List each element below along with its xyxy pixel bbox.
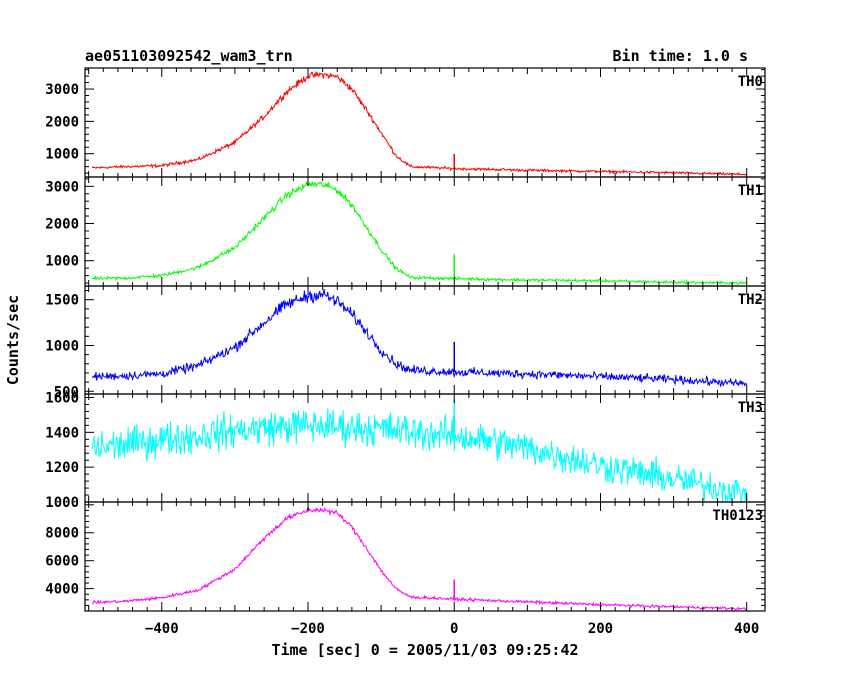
band-label-th0123: TH0123 xyxy=(712,508,763,524)
band-label-th1: TH1 xyxy=(738,183,763,199)
series-line-th2 xyxy=(91,289,748,388)
y-tick-label: 3000 xyxy=(45,82,79,98)
panel-frame xyxy=(84,67,766,178)
x-tick-label: 400 xyxy=(734,621,759,637)
panel-stack: 1000 2000 3000 TH0 1000 2000 3000 TH1 500 1000 150… xyxy=(45,67,766,612)
y-tick-label: 1000 xyxy=(45,338,79,354)
y-tick-label: 2000 xyxy=(45,217,79,233)
y-tick-label: 1000 xyxy=(45,495,79,511)
y-tick-label: 1500 xyxy=(45,293,79,309)
band-label-th0: TH0 xyxy=(738,74,763,90)
panel-th0: 1000 2000 3000 TH0 xyxy=(45,67,766,178)
series-line-th1 xyxy=(92,180,747,286)
series-line-th0123 xyxy=(91,506,748,611)
x-axis-label: Time [sec] 0 = 2005/11/03 09:25:42 xyxy=(271,641,578,659)
panel-th0123: 4000 6000 8000 TH0123 xyxy=(45,501,766,612)
series-line-th3 xyxy=(91,408,748,502)
y-tick-label: 1000 xyxy=(45,254,79,270)
bin-time-label: Bin time: 1.0 s xyxy=(613,47,748,65)
y-tick-label: 4000 xyxy=(45,582,79,598)
panel-th3: 1000 1200 1400 1600 TH3 xyxy=(45,390,766,511)
band-label-th2: TH2 xyxy=(738,292,763,308)
y-tick-label: 8000 xyxy=(45,526,79,542)
y-tick-label: 1200 xyxy=(45,460,79,476)
panel-th2: 500 1000 1500 TH2 xyxy=(45,285,766,400)
file-title: ae051103092542_wam3_trn xyxy=(85,47,293,65)
x-tick-label: 200 xyxy=(588,621,613,637)
panel-th1: 1000 2000 3000 TH1 xyxy=(45,176,766,287)
series-line-th0 xyxy=(91,71,747,176)
y-axis-label: Counts/sec xyxy=(4,295,22,385)
panel-frame xyxy=(84,501,766,612)
x-tick-label: −400 xyxy=(145,621,179,637)
y-tick-label: 1600 xyxy=(45,390,79,406)
y-tick-label: 500 xyxy=(54,384,79,400)
x-tick-label: 0 xyxy=(450,621,458,637)
y-tick-label: 1000 xyxy=(45,147,79,163)
y-tick-label: 1400 xyxy=(45,425,79,441)
x-tick-label: −200 xyxy=(291,621,325,637)
x-tick-labels: −400 −200 0 200 400 xyxy=(145,621,759,637)
y-tick-label: 6000 xyxy=(45,554,79,570)
y-tick-label: 2000 xyxy=(45,114,79,130)
y-tick-label: 3000 xyxy=(45,179,79,195)
panel-frame xyxy=(84,393,766,503)
band-label-th3: TH3 xyxy=(738,400,763,416)
